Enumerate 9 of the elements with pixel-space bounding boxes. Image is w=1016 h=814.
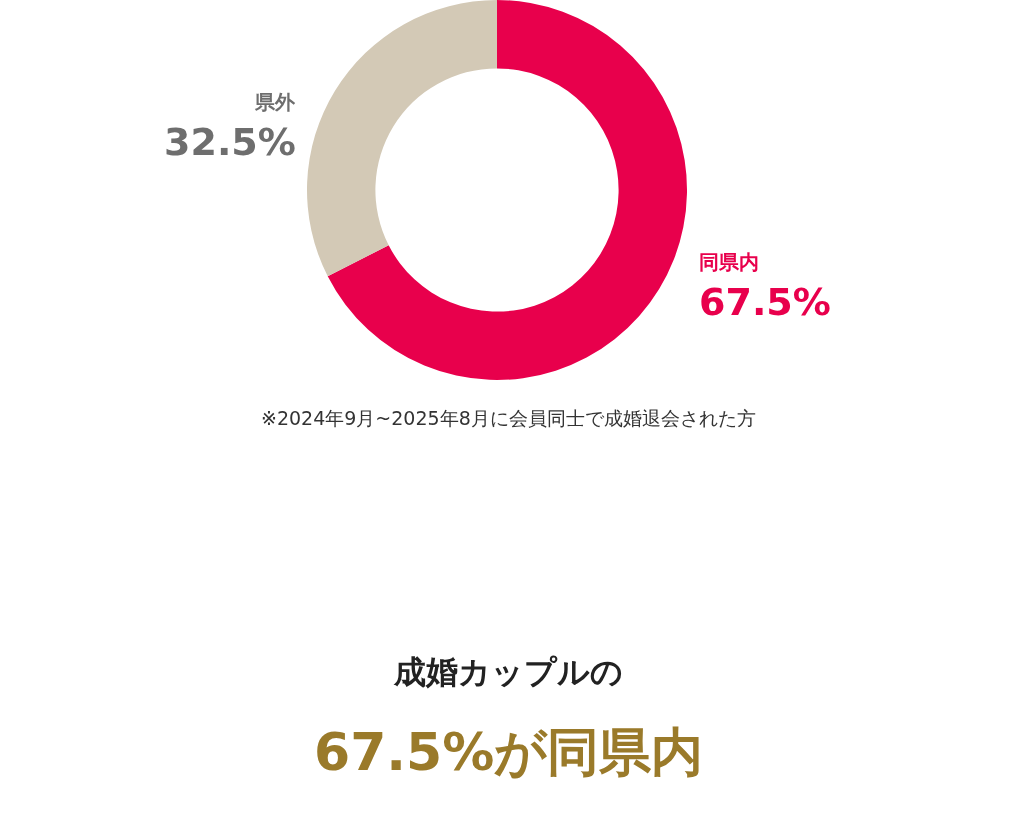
- data-label: 32.5%: [164, 120, 296, 164]
- text: 67.5%が同県内: [314, 722, 704, 782]
- slice-label: 県外: [254, 90, 296, 114]
- donut-slice: [327, 0, 687, 380]
- donut-slice: [307, 0, 497, 277]
- text: ※2024年9月~2025年8月に会員同士で成婚退会された方: [261, 407, 756, 429]
- slice-label: 同県内: [699, 250, 759, 274]
- text: 成婚カップルの: [393, 653, 623, 691]
- data-label: 67.5%: [699, 280, 831, 324]
